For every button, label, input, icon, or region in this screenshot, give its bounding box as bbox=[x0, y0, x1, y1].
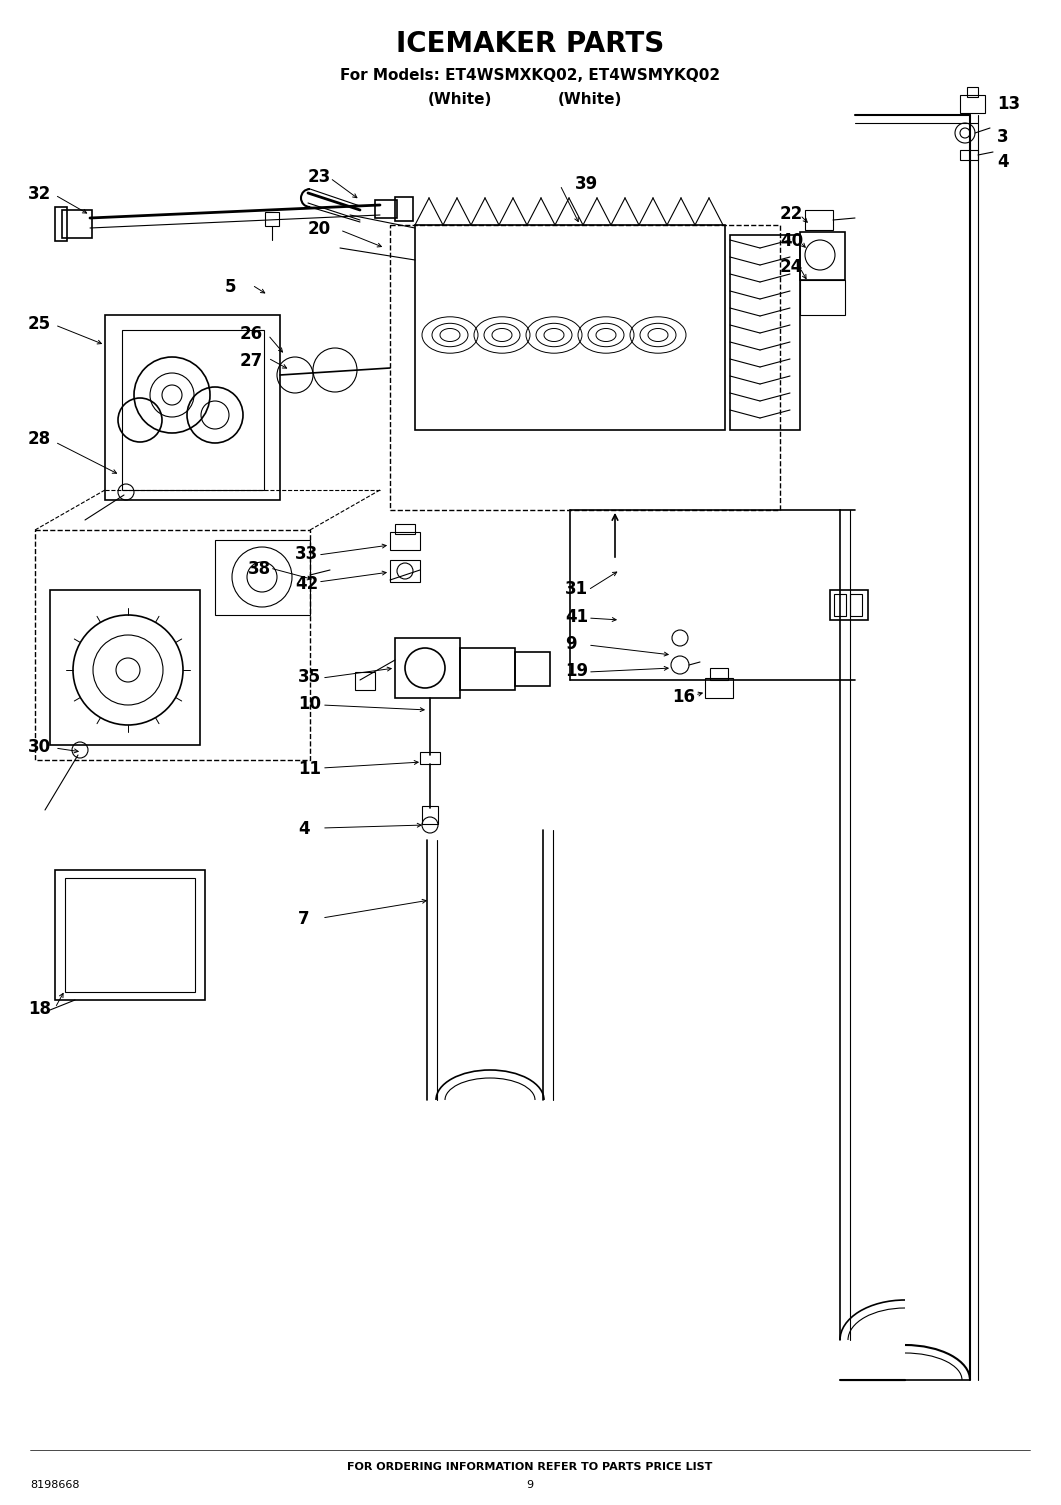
Bar bbox=[805, 211, 833, 230]
Text: 39: 39 bbox=[575, 175, 598, 193]
Text: 32: 32 bbox=[28, 185, 51, 203]
Text: 28: 28 bbox=[28, 430, 51, 448]
Text: 8198668: 8198668 bbox=[30, 1479, 80, 1490]
Text: 35: 35 bbox=[298, 668, 321, 686]
Bar bbox=[50, 590, 201, 745]
Bar bbox=[420, 752, 440, 765]
Text: 26: 26 bbox=[240, 325, 263, 343]
Text: 18: 18 bbox=[28, 999, 51, 1017]
Bar bbox=[730, 235, 800, 430]
Text: 4: 4 bbox=[997, 154, 1009, 172]
Bar bbox=[422, 807, 438, 825]
Text: 9: 9 bbox=[566, 635, 576, 653]
Text: 13: 13 bbox=[997, 95, 1020, 113]
Text: (White): (White) bbox=[558, 92, 622, 107]
Text: 4: 4 bbox=[298, 820, 310, 838]
Text: 5: 5 bbox=[225, 278, 237, 296]
Text: 23: 23 bbox=[308, 169, 331, 187]
Bar bbox=[122, 330, 264, 491]
Bar bbox=[830, 590, 868, 620]
Bar bbox=[355, 673, 375, 689]
Bar bbox=[395, 638, 460, 698]
Bar bbox=[65, 877, 195, 992]
Text: 20: 20 bbox=[308, 220, 331, 238]
Text: 7: 7 bbox=[298, 911, 310, 929]
Text: 38: 38 bbox=[248, 560, 272, 578]
Bar bbox=[460, 649, 515, 689]
Text: 33: 33 bbox=[295, 545, 318, 563]
Bar bbox=[105, 315, 280, 500]
Bar bbox=[390, 560, 420, 582]
Text: 30: 30 bbox=[28, 737, 51, 756]
Text: 3: 3 bbox=[997, 128, 1009, 146]
Text: 16: 16 bbox=[672, 688, 695, 706]
Bar bbox=[415, 226, 725, 430]
Text: 41: 41 bbox=[566, 608, 588, 626]
Text: 40: 40 bbox=[780, 232, 803, 250]
Bar bbox=[375, 200, 397, 218]
Bar bbox=[390, 226, 780, 510]
Bar bbox=[265, 212, 279, 226]
Bar bbox=[395, 197, 413, 221]
Bar bbox=[960, 95, 985, 113]
Bar bbox=[960, 150, 978, 160]
Text: 9: 9 bbox=[526, 1479, 534, 1490]
Bar bbox=[55, 208, 67, 241]
Bar bbox=[215, 540, 310, 616]
Text: 27: 27 bbox=[240, 352, 263, 370]
Bar bbox=[395, 524, 415, 534]
Text: ICEMAKER PARTS: ICEMAKER PARTS bbox=[396, 30, 664, 59]
Text: 42: 42 bbox=[295, 575, 318, 593]
Bar bbox=[390, 531, 420, 549]
Bar bbox=[515, 652, 550, 686]
Text: 24: 24 bbox=[780, 257, 803, 275]
Text: 25: 25 bbox=[28, 315, 51, 333]
Bar bbox=[55, 870, 205, 999]
Bar bbox=[800, 280, 845, 315]
Bar bbox=[834, 594, 846, 616]
Text: 31: 31 bbox=[566, 579, 588, 597]
Bar bbox=[850, 594, 862, 616]
Bar bbox=[967, 87, 978, 96]
Text: (White): (White) bbox=[428, 92, 492, 107]
Text: FOR ORDERING INFORMATION REFER TO PARTS PRICE LIST: FOR ORDERING INFORMATION REFER TO PARTS … bbox=[347, 1461, 713, 1472]
Bar bbox=[35, 530, 310, 760]
Bar bbox=[710, 668, 728, 680]
Bar bbox=[800, 232, 845, 280]
Text: 19: 19 bbox=[566, 662, 588, 680]
Text: For Models: ET4WSMXKQ02, ET4WSMYKQ02: For Models: ET4WSMXKQ02, ET4WSMYKQ02 bbox=[340, 68, 720, 83]
Text: 22: 22 bbox=[780, 205, 803, 223]
Bar bbox=[62, 211, 92, 238]
Text: 10: 10 bbox=[298, 695, 321, 713]
Bar bbox=[705, 677, 733, 698]
Text: 11: 11 bbox=[298, 760, 321, 778]
